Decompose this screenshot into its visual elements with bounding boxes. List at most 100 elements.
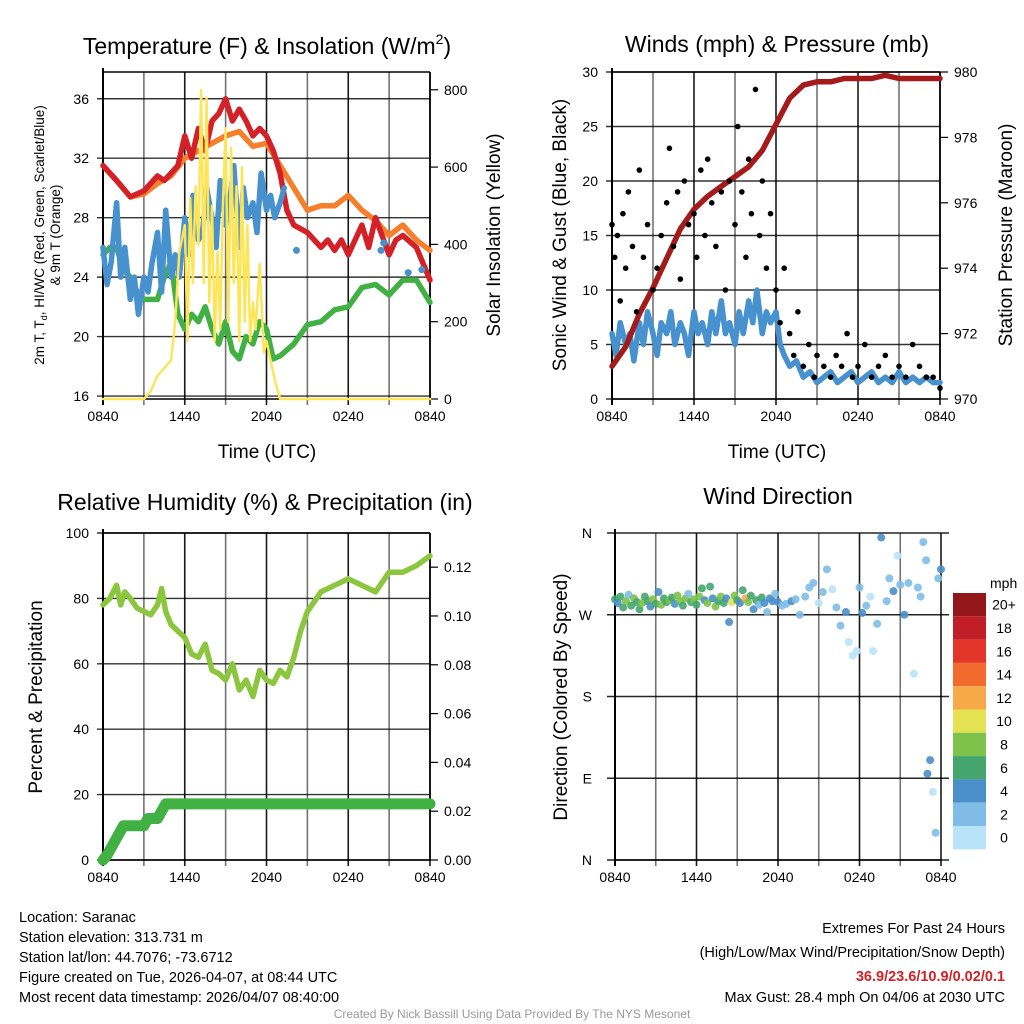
colorbar-swatch [953,779,986,803]
direction-point [862,601,871,610]
wind-direction-title: Wind Direction [703,483,853,509]
direction-point [684,589,693,598]
x-tick-label: 0240 [333,869,364,885]
x-tick-label: 2040 [760,408,791,424]
direction-point [791,595,800,604]
direction-point [828,585,837,594]
winds-ylabel: Sonic Wind & Gust (Blue, Black) [550,99,571,371]
y-tick-label: 15 [582,228,598,244]
colorbar-label: 2 [1000,806,1008,822]
x-tick-label: 1440 [169,408,200,424]
point-gust [677,276,684,282]
y-tick-label: 40 [73,721,89,737]
direction-point [855,583,864,592]
colorbar-swatch [953,593,986,617]
colorbar-swatch [953,686,986,710]
x-tick-label: 0840 [596,408,627,424]
point-gust [620,210,626,217]
y2-tick-label: 0.04 [444,754,471,770]
point-gust [923,374,930,381]
x-tick-label: 1440 [681,869,712,885]
humidity-ylabel: Percent & Precipitation [26,600,47,793]
point-gust [937,385,943,391]
direction-point [814,598,823,607]
point-gust [882,352,889,359]
direction-point [654,588,663,597]
wind-direction-panel: 0840 1440 2040 0240 0840 N E S W N [579,525,957,885]
y-tick-label: E [583,770,592,786]
colorbar-label: 6 [1000,760,1008,776]
point-gust [702,232,708,239]
y2-tick-label: 0.00 [444,852,471,868]
point-gust [875,363,882,370]
point-gust [732,221,738,228]
temperature-ylabel-line2: & 9m T (Orange) [48,185,63,286]
y2-tick-label: 0.10 [444,608,471,624]
direction-point [746,591,755,600]
direction-point [735,598,744,607]
point-gust [743,254,749,261]
colorbar-swatch [953,639,986,663]
direction-point [749,605,758,614]
series-station-pressure [609,72,943,370]
credit-text: Created By Nick Bassill Using Data Provi… [334,1007,691,1021]
extremes-info: Extremes For Past 24 Hours (High/Low/Max… [700,921,1005,1006]
series-relative-humidity [100,553,433,700]
series-precipitation [97,798,436,866]
point-gust [650,287,656,293]
point-gust [811,374,818,381]
direction-point [836,621,845,630]
point-gust [833,352,839,359]
y-tick-label: 60 [73,656,89,672]
winds-xlabel: Time (UTC) [728,442,827,463]
point-gust [739,189,745,195]
colorbar-label: 4 [1000,783,1008,799]
direction-point [909,669,918,678]
point-gust [767,210,774,217]
point-gust [781,265,787,272]
x-tick-label: 0840 [599,869,630,885]
point-gust [838,363,845,370]
direction-point [866,592,875,601]
point-gust [930,374,936,381]
y2-tick-label: 976 [954,195,978,211]
y2-tick-label: 980 [954,64,978,80]
point-gust [726,178,733,184]
direction-point [923,769,932,778]
series-2m-t [100,96,433,283]
point-gust [629,243,636,250]
point-gust [681,178,688,184]
direction-point [858,608,867,617]
direction-point [893,551,902,560]
direction-point [760,598,769,607]
y2-tick-label: 0 [444,391,452,407]
point-gust [611,254,618,261]
direction-point [919,538,928,547]
x-tick-label: 0240 [333,408,364,424]
direction-point [869,647,878,656]
insolation-ylabel: Solar Insolation (Yellow) [484,133,505,336]
y2-tick-label: 0.12 [444,559,471,575]
point-gust [827,374,834,381]
direction-point [873,619,882,628]
direction-point [931,828,940,837]
point-gust [718,189,725,195]
y2-tick-label: 978 [954,129,978,145]
point-gust [670,243,677,250]
y-tick-label: 0 [590,391,598,407]
colorbar-swatch [953,802,986,826]
colorbar-swatch [953,732,986,757]
direction-point [882,597,891,606]
x-tick-label: 0840 [87,869,118,885]
direction-point [635,605,644,614]
y2-tick-label: 600 [444,159,468,175]
direction-point [692,600,701,609]
y-tick-label: 20 [73,787,89,803]
direction-point [725,618,734,627]
point-gust [666,145,673,152]
extremes-values: 36.9/23.6/10.9/0.02/0.1 [856,969,1005,985]
point-gust [713,243,719,250]
direction-point [904,578,913,587]
point-gust [756,232,763,239]
